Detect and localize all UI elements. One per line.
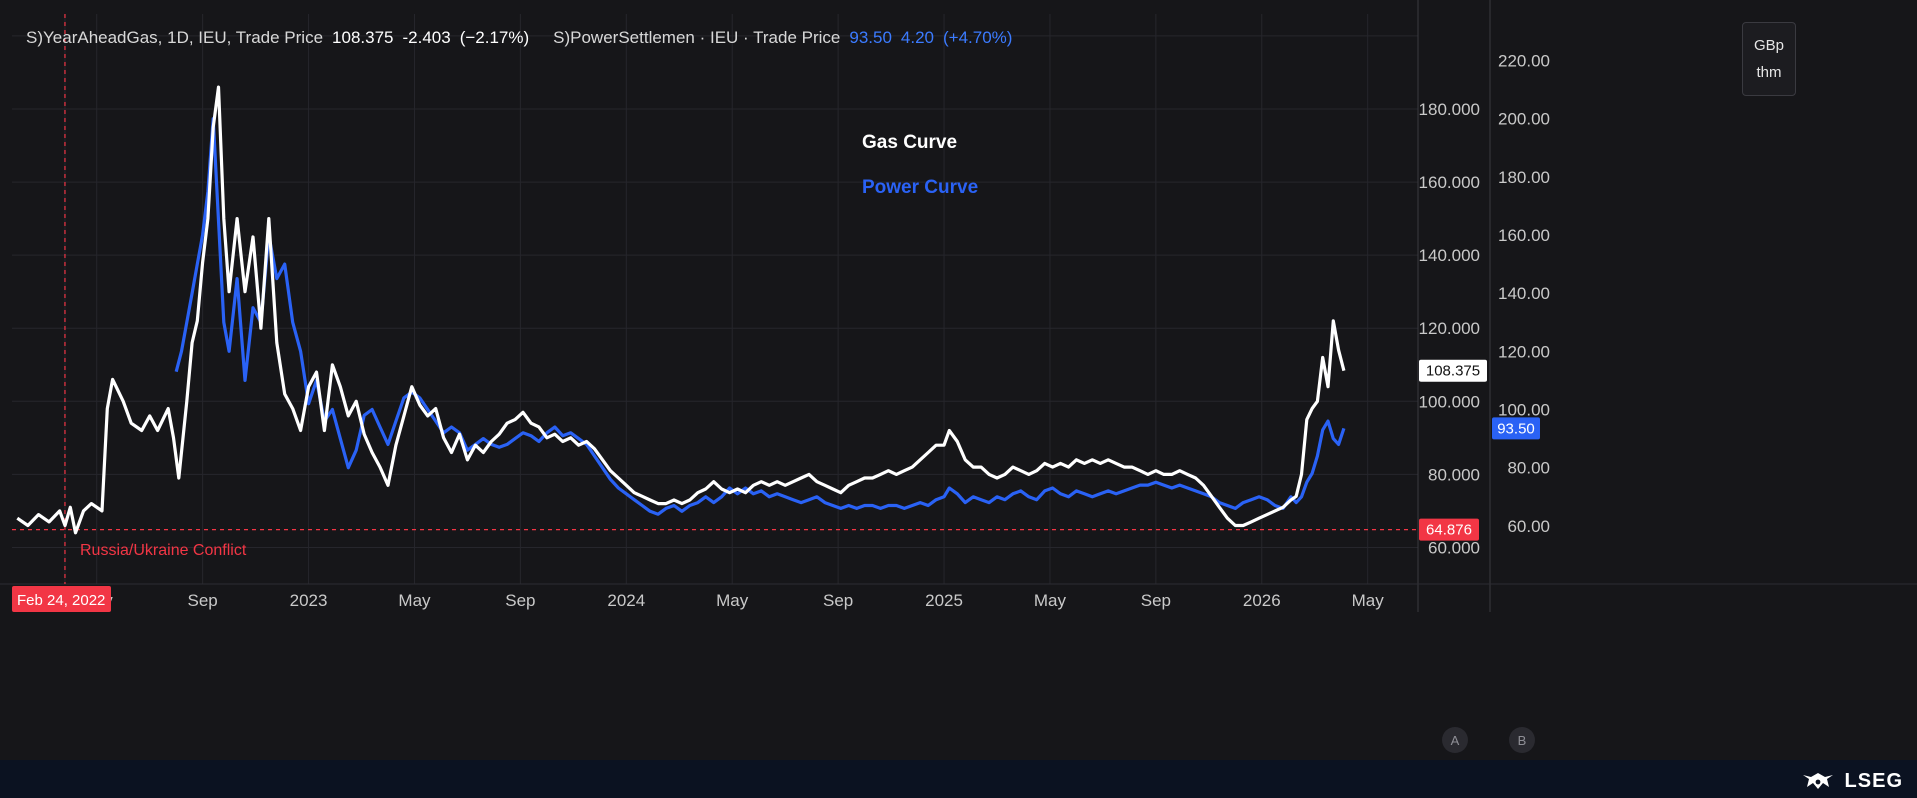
time-tick-label: Sep	[1141, 591, 1171, 610]
event-level-bg	[1419, 518, 1479, 541]
gas-axis-tick: 80.000	[1428, 465, 1480, 484]
unit-label-currency: GBp	[1753, 37, 1784, 54]
time-axis: May Sep 2023 May Sep 2024 May Sep 2025 May Sep 2026…	[81, 591, 1385, 610]
series-legend: S)YearAheadGas, 1D, IEU, Trade Price 108…	[26, 26, 1012, 50]
lseg-branding: LSEG	[1801, 770, 1903, 793]
gas-price-axis[interactable]: 60.000 80.000 100.000 120.000 140.000 160.000…	[1419, 100, 1480, 557]
power-axis-tick: 200.00	[1498, 110, 1550, 129]
price-chart[interactable]: Gas Curve Power Curve Russia/Ukraine Con…	[0, 0, 1917, 760]
time-tick-label: May	[398, 591, 431, 610]
gas-axis-tick: 160.000	[1419, 173, 1480, 192]
power-curve-annotation: Power Curve	[862, 177, 978, 198]
gas-legend-percent: (−2.17%)	[459, 28, 530, 47]
power-curve-line[interactable]	[174, 117, 1346, 516]
power-axis-tick: 160.00	[1498, 226, 1550, 245]
event-level-tag: 64.876	[1419, 518, 1479, 541]
gas-curve-line[interactable]	[16, 85, 1346, 535]
power-legend-title[interactable]: S)PowerSettlemen · IEU · Trade Price	[553, 28, 841, 47]
event-level-label: 64.876	[1426, 522, 1472, 539]
auto-scale-button-a[interactable]: A	[1442, 727, 1468, 753]
time-tick-label: 2025	[925, 591, 963, 610]
power-axis-tick: 100.00	[1498, 401, 1550, 420]
gas-axis-tick: 100.000	[1419, 392, 1480, 411]
grid-layer	[0, 0, 1917, 612]
gas-last-price-bg	[1419, 359, 1487, 382]
unit-label-measure: thm	[1756, 64, 1782, 81]
power-legend-percent: (+4.70%)	[943, 28, 1013, 47]
date-marker: Feb 24, 2022	[12, 586, 111, 612]
power-last-price-label: 93.50	[1497, 420, 1535, 437]
time-tick-label: Sep	[823, 591, 853, 610]
power-axis-tick: 120.00	[1498, 342, 1550, 361]
time-tick-label: May	[716, 591, 749, 610]
gas-axis-tick: 180.000	[1419, 100, 1480, 119]
power-last-price-tag: 93.50	[1492, 417, 1540, 440]
power-axis-tick: 60.00	[1507, 517, 1550, 536]
unit-selector[interactable]: GBp thm	[1742, 22, 1796, 96]
power-last-price-bg	[1492, 417, 1540, 440]
gas-curve-annotation: Gas Curve	[862, 132, 957, 153]
power-axis-tick: 180.00	[1498, 168, 1550, 187]
conflict-annotation: Russia/Ukraine Conflict	[80, 542, 247, 559]
power-axis-tick: 80.00	[1507, 459, 1550, 478]
date-marker-bg	[12, 586, 111, 612]
time-tick-label: May	[1352, 591, 1385, 610]
footer-bar: LSEG	[0, 760, 1917, 798]
power-legend-change: 4.20	[900, 28, 934, 47]
power-price-axis[interactable]: 60.00 80.00 100.00 120.00 140.00 160.00 180.00…	[1498, 52, 1550, 536]
auto-scale-button-b[interactable]: B	[1509, 727, 1535, 753]
gas-axis-tick: 60.000	[1428, 538, 1480, 557]
gas-legend-price: 108.375	[332, 28, 394, 47]
gas-last-price-tag: 108.375	[1419, 359, 1487, 382]
lseg-logo-icon	[1802, 772, 1833, 789]
time-tick-label: Sep	[188, 591, 218, 610]
gas-legend-title[interactable]: S)YearAheadGas, 1D, IEU, Trade Price	[26, 28, 324, 47]
date-marker-label: Feb 24, 2022	[17, 592, 105, 609]
time-tick-label: 2024	[607, 591, 645, 610]
gas-axis-tick: 120.000	[1419, 319, 1480, 338]
time-tick-label: May	[1034, 591, 1067, 610]
power-legend-price: 93.50	[849, 28, 892, 47]
power-axis-tick: 140.00	[1498, 284, 1550, 303]
time-tick-label: 2023	[290, 591, 328, 610]
lseg-wordmark: LSEG	[1844, 770, 1903, 792]
gas-legend-change: -2.403	[402, 28, 451, 47]
time-tick-label: 2026	[1243, 591, 1281, 610]
gas-last-price-label: 108.375	[1426, 363, 1480, 380]
chart-panel[interactable]	[0, 0, 1917, 760]
power-axis-tick: 220.00	[1498, 52, 1550, 71]
gas-axis-tick: 140.000	[1419, 246, 1480, 265]
time-tick-label: Sep	[505, 591, 535, 610]
